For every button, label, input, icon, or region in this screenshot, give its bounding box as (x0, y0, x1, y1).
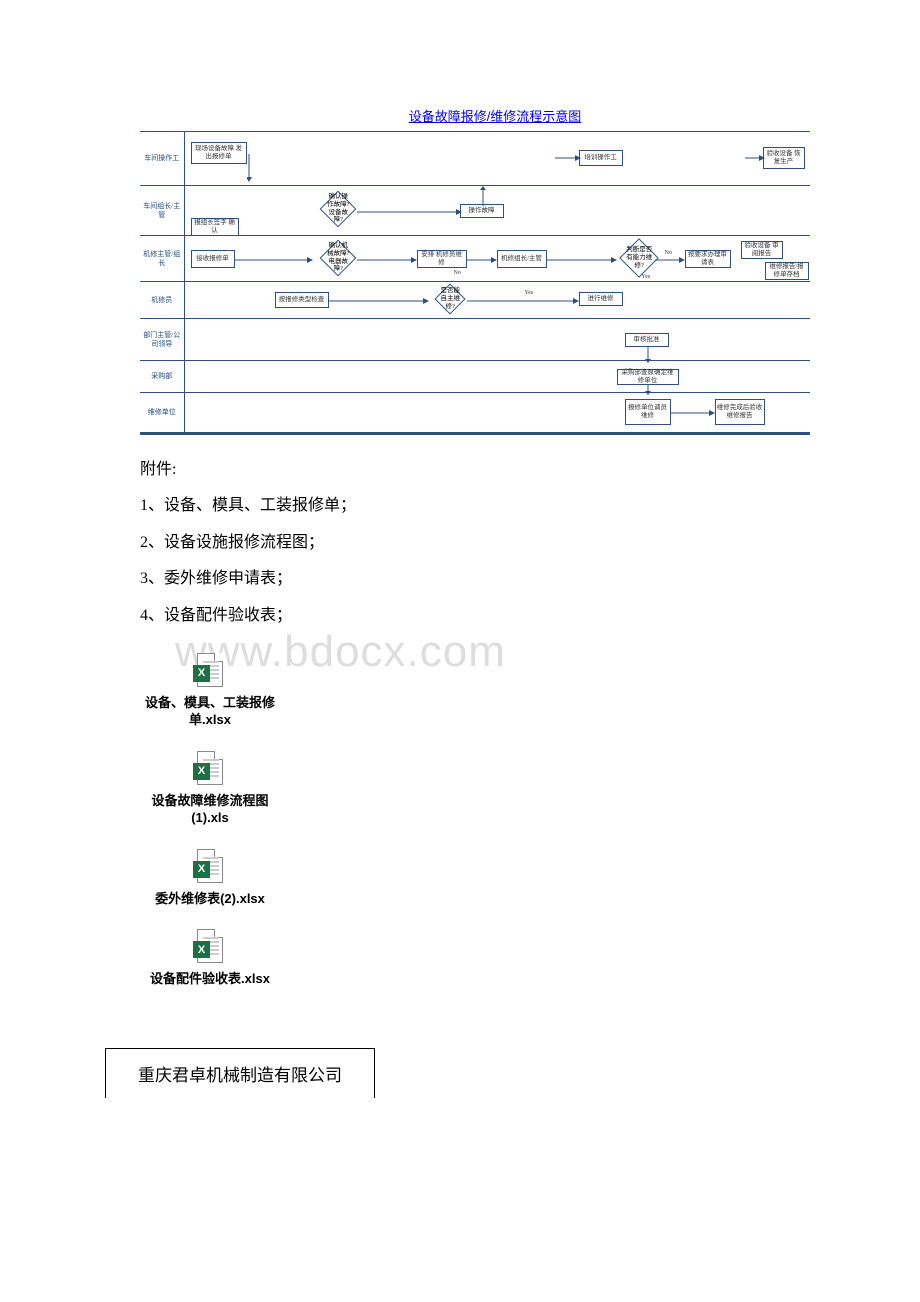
attach-item-2: 2、设备设施报修流程图； (140, 528, 810, 558)
node-dorepair: 进行维修 (579, 292, 623, 306)
arrow (671, 409, 715, 417)
arrow (357, 256, 417, 264)
attach-item-4: 4、设备配件验收表； (140, 601, 810, 631)
file-attachment-1[interactable]: X 设备、模具、工装报修单.xlsx (140, 653, 280, 729)
node-review-report: 验收设备 审阅报告 (741, 241, 783, 259)
attachment-section: 附件: 1、设备、模具、工装报修单； 2、设备设施报修流程图； 3、委外维修申请… (140, 455, 810, 631)
swimlane-table: 车间操作工 现场设备故障 发出报修单 培训操作工 验收设备 恢复生产 车间组长/… (140, 131, 810, 433)
flowchart-diagram: 设备故障报修/维修流程示意图 车间操作工 现场设备故障 发出报修单 培训操作工 … (140, 100, 810, 435)
node-outreq: 按要求办理审请表 (685, 250, 731, 268)
lane-label-3: 机修员 (140, 282, 184, 319)
node-recv-sheet: 接收报修单 (191, 250, 235, 268)
excel-icon: X (193, 849, 227, 883)
file-label: 设备配件验收表.xlsx (140, 971, 280, 988)
node-report: 现场设备故障 发出报修单 (191, 142, 247, 164)
node-leader-confirm: 报组长签字 确认 (191, 218, 239, 236)
lane-label-2: 机修主管/组长 (140, 236, 184, 282)
file-label: 委外维修表(2).xlsx (140, 891, 280, 908)
attach-item-3: 3、委外维修申请表； (140, 564, 810, 594)
arrow (547, 256, 617, 264)
node-report-store: 维修报告/报修单存档 (765, 262, 809, 280)
lane-label-0: 车间操作工 (140, 132, 184, 186)
arrow (357, 208, 462, 216)
footer-table: 重庆君卓机械制造有限公司 (105, 1048, 375, 1098)
node-repairer-done: 维修完成后验收 维修报告 (715, 399, 765, 425)
arrow (555, 154, 581, 162)
lane-label-4: 部门主管/公司领导 (140, 319, 184, 361)
excel-icon: X (193, 653, 227, 687)
arrow (655, 256, 685, 264)
node-arrange: 安排 机修员维修 (417, 250, 467, 268)
arrow (235, 256, 313, 264)
edge-yes2: Yes (642, 274, 651, 280)
excel-icon: X (193, 751, 227, 785)
company-name: 重庆君卓机械制造有限公司 (108, 1051, 372, 1096)
node-train: 培训操作工 (579, 150, 623, 166)
node-procure: 采购部查原确定维修单位 (617, 369, 679, 385)
attach-item-1: 1、设备、模具、工装报修单； (140, 491, 810, 521)
node-repairer-go: 报修单位调员维修 (625, 399, 671, 425)
file-attachment-3[interactable]: X 委外维修表(2).xlsx (140, 849, 280, 908)
lane-label-1: 车间组长/主管 (140, 186, 184, 236)
diagram-title: 设备故障报修/维修流程示意图 (180, 100, 810, 131)
arrow (480, 186, 486, 206)
node-opfault: 操作故障 (460, 204, 504, 218)
file-label: 设备、模具、工装报修单.xlsx (140, 695, 280, 729)
arrow (467, 256, 497, 264)
file-attachment-2[interactable]: X 设备故障维修流程图 (1).xls (140, 751, 280, 827)
diamond-mech: 确认机械故障? 电器故障? (319, 240, 356, 277)
attach-heading: 附件: (140, 455, 810, 485)
diamond-selfrepair: 是否能自主维修? (434, 283, 465, 314)
node-repair-per: 按报修类型检查 (275, 292, 329, 308)
lane-label-5: 采购部 (140, 361, 184, 393)
node-approve: 审核批准 (625, 333, 669, 347)
node-super: 机修组长/主管 (497, 250, 547, 268)
file-label: 设备故障维修流程图 (1).xls (140, 793, 280, 827)
node-recover: 验收设备 恢复生产 (763, 147, 805, 169)
excel-icon: X (193, 929, 227, 963)
lane-label-6: 维修单位 (140, 393, 184, 433)
diamond-opfault: 确认操作故障? 设备故障? (319, 191, 356, 228)
file-attachment-4[interactable]: X 设备配件验收表.xlsx (140, 929, 280, 988)
edge-yes1: Yes (525, 290, 534, 296)
edge-no1: No (454, 270, 461, 276)
diamond-ability: 判断是否有能力维修? (619, 238, 659, 278)
arrow (467, 297, 579, 305)
arrow (745, 154, 765, 162)
arrow (329, 297, 429, 305)
arrow (247, 152, 579, 182)
